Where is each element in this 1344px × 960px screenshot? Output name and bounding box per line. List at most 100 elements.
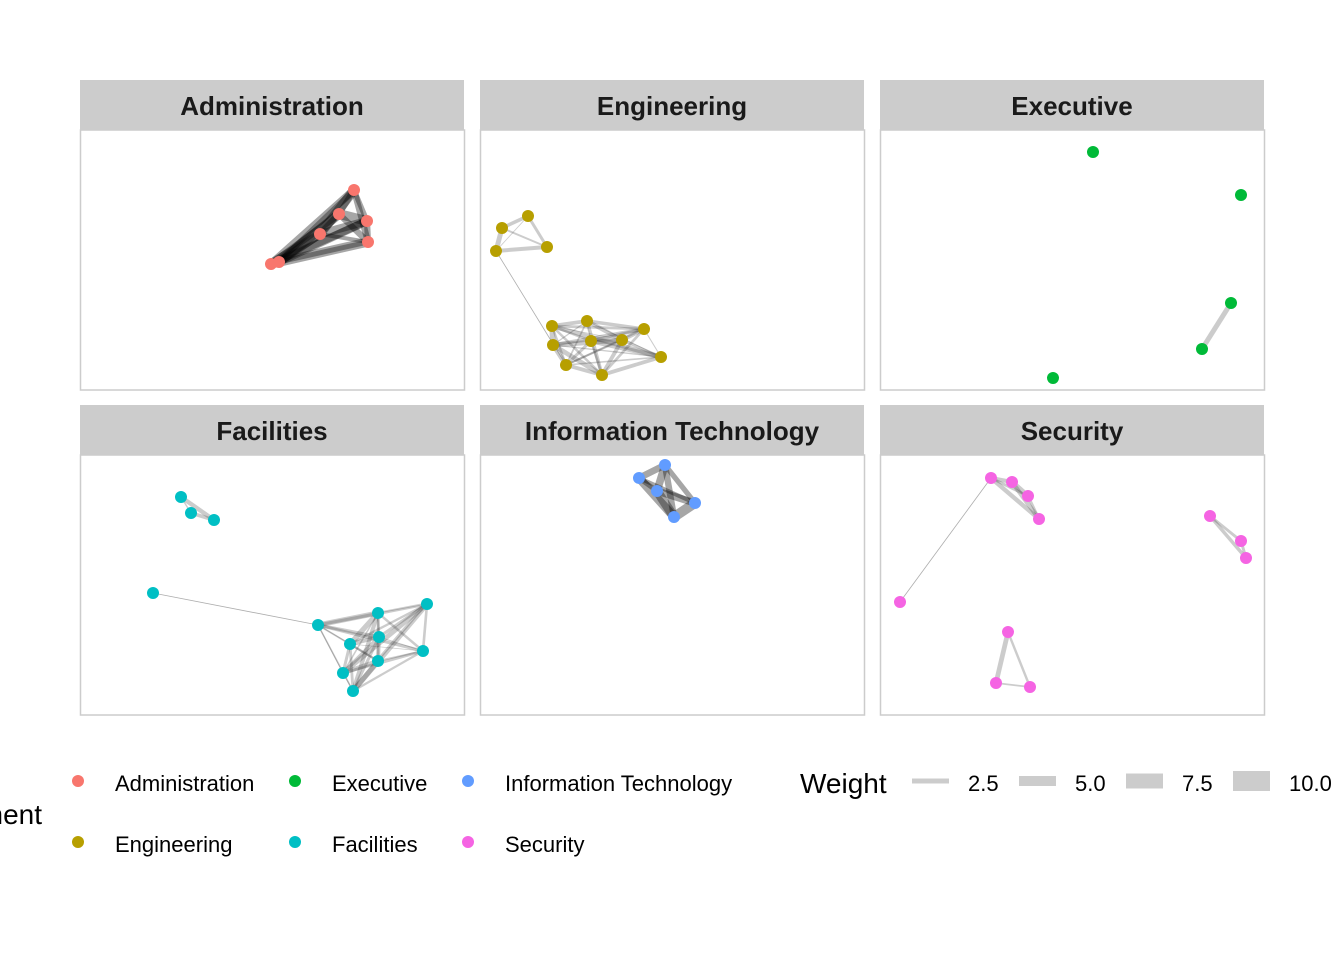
edge bbox=[351, 636, 381, 692]
facet-title: Security bbox=[1021, 416, 1124, 446]
edge bbox=[495, 245, 548, 253]
node bbox=[372, 655, 384, 667]
edge bbox=[378, 636, 424, 652]
facet-strip bbox=[880, 80, 1264, 130]
node bbox=[541, 241, 553, 253]
panel-area bbox=[479, 129, 866, 391]
edge bbox=[586, 319, 623, 342]
node bbox=[496, 222, 508, 234]
node bbox=[273, 256, 285, 268]
edge bbox=[552, 340, 592, 346]
node bbox=[208, 514, 220, 526]
facet-title: Administration bbox=[180, 91, 363, 121]
facet-strip bbox=[80, 405, 464, 455]
node bbox=[337, 667, 349, 679]
edge bbox=[526, 215, 549, 248]
legend-key bbox=[72, 836, 84, 848]
edge bbox=[1208, 514, 1248, 560]
legend-label: Security bbox=[505, 832, 584, 857]
edge bbox=[275, 210, 343, 266]
node bbox=[1196, 343, 1208, 355]
legend: Department Administration Executive Inform… bbox=[0, 768, 1332, 857]
edges bbox=[268, 187, 372, 269]
weight-label: 2.5 bbox=[968, 771, 999, 796]
edge bbox=[495, 215, 529, 252]
panel-area bbox=[879, 454, 1266, 716]
edge bbox=[1199, 301, 1234, 351]
edge bbox=[268, 187, 357, 267]
edge bbox=[349, 643, 424, 652]
edge bbox=[586, 319, 645, 331]
edge bbox=[601, 328, 645, 376]
node bbox=[668, 511, 680, 523]
node bbox=[333, 208, 345, 220]
edges bbox=[493, 214, 662, 378]
node bbox=[147, 587, 159, 599]
node bbox=[522, 210, 534, 222]
edge bbox=[341, 635, 381, 675]
edge bbox=[993, 631, 1011, 684]
node bbox=[546, 320, 558, 332]
node bbox=[1047, 372, 1059, 384]
edge bbox=[551, 324, 592, 343]
node bbox=[585, 335, 597, 347]
edge bbox=[349, 602, 428, 646]
edge bbox=[377, 603, 428, 614]
edge bbox=[317, 623, 424, 653]
node bbox=[616, 334, 628, 346]
weight-key bbox=[1019, 776, 1056, 786]
facet-panel: Executive bbox=[879, 80, 1266, 391]
node bbox=[348, 184, 360, 196]
legend-label: Executive bbox=[332, 771, 427, 796]
legend-key bbox=[289, 775, 301, 787]
node bbox=[596, 369, 608, 381]
edge bbox=[635, 475, 678, 520]
node bbox=[344, 638, 356, 650]
edge bbox=[552, 320, 588, 346]
edge bbox=[277, 217, 369, 266]
edge bbox=[317, 624, 354, 692]
facet-title: Facilities bbox=[216, 416, 327, 446]
node bbox=[1022, 490, 1034, 502]
node bbox=[1024, 681, 1036, 693]
edge bbox=[352, 650, 424, 692]
node bbox=[581, 315, 593, 327]
facet-panel: Administration bbox=[79, 80, 466, 391]
node bbox=[1235, 189, 1247, 201]
edge bbox=[565, 320, 588, 366]
legend-key bbox=[462, 836, 474, 848]
node bbox=[651, 485, 663, 497]
edge bbox=[152, 592, 319, 626]
edge bbox=[1006, 631, 1032, 688]
edge bbox=[179, 495, 216, 522]
node bbox=[633, 472, 645, 484]
edge bbox=[378, 602, 428, 639]
edge bbox=[336, 211, 371, 245]
edge bbox=[565, 363, 603, 377]
panel-area bbox=[79, 454, 466, 716]
node bbox=[312, 619, 324, 631]
legend-weight-title: Weight bbox=[800, 768, 887, 799]
weight-label: 7.5 bbox=[1182, 771, 1213, 796]
legend-key bbox=[289, 836, 301, 848]
edge bbox=[551, 325, 623, 341]
edge bbox=[341, 602, 429, 675]
weight-label: 10.0 bbox=[1289, 771, 1332, 796]
weight-key bbox=[1126, 773, 1163, 789]
node bbox=[175, 491, 187, 503]
edge bbox=[421, 603, 429, 652]
legend-key bbox=[72, 775, 84, 787]
edge bbox=[551, 324, 645, 331]
legend-key bbox=[462, 775, 474, 787]
edge bbox=[317, 624, 344, 674]
edge bbox=[277, 188, 356, 264]
edge bbox=[317, 623, 380, 639]
edge bbox=[565, 339, 623, 366]
node bbox=[314, 228, 326, 240]
edge bbox=[551, 325, 603, 376]
node bbox=[1002, 626, 1014, 638]
edge bbox=[317, 610, 379, 628]
legend-label: Facilities bbox=[332, 832, 418, 857]
edge bbox=[655, 487, 697, 507]
